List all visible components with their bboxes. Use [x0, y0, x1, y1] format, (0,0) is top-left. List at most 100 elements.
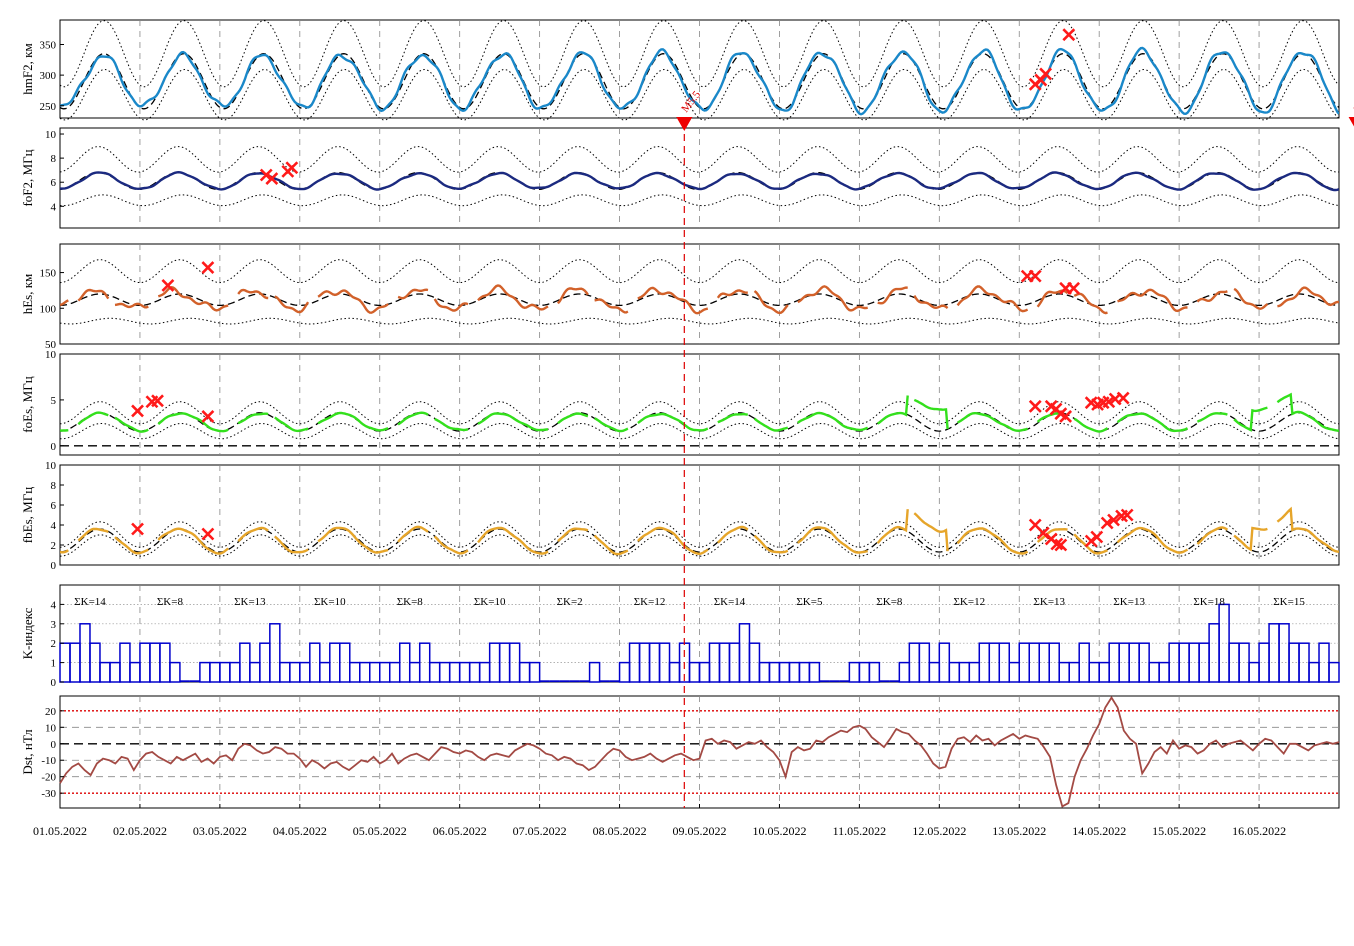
k-bar: [988, 642, 1001, 683]
y-tick-label: 0: [51, 441, 57, 453]
k-sum-label: ΣK=13: [1113, 596, 1145, 608]
anomaly-cross: [259, 168, 273, 182]
y-tick-label: 0: [51, 739, 57, 751]
anomaly-cross: [1039, 67, 1053, 81]
anomaly-cross: [1059, 410, 1073, 423]
anomaly-cross: [1120, 508, 1134, 522]
anomaly-cross: [201, 410, 215, 423]
k-bar: [1298, 642, 1310, 683]
y-axis-label: hmF2, км: [20, 43, 35, 94]
k-sum-label: ΣK=14: [74, 596, 106, 608]
k-bar: [1158, 661, 1170, 683]
y-tick-label: 5: [51, 395, 57, 407]
y-tick-label: 6: [51, 500, 57, 512]
k-bar: [1308, 661, 1320, 683]
k-bar: [508, 642, 521, 683]
y-tick-label: -10: [41, 755, 56, 767]
x-tick-label: 15.05.2022: [1152, 824, 1206, 838]
k-bar: [289, 661, 301, 683]
y-axis-label: hEs, км: [20, 274, 35, 315]
anomaly-cross: [1090, 530, 1104, 544]
y-tick-label: 0: [51, 677, 57, 689]
k-sum-label: ΣK=10: [474, 596, 506, 608]
k-bar: [1098, 661, 1110, 683]
k-bar: [798, 661, 811, 683]
k-sum-label: ΣK=15: [1273, 596, 1305, 608]
k-bar: [808, 661, 821, 683]
anomaly-cross: [1067, 281, 1081, 295]
k-bar: [618, 661, 631, 683]
k-sum-label: ΣK=10: [314, 596, 346, 608]
x-tick-label: 01.05.2022: [33, 824, 87, 838]
k-bar: [408, 661, 421, 683]
k-bar: [448, 661, 461, 683]
k-sum-label: ΣK=2: [557, 596, 583, 608]
k-bar: [309, 642, 321, 683]
y-tick-label: 0: [51, 560, 57, 572]
k-bar: [259, 642, 271, 683]
k-bar: [79, 623, 91, 683]
k-sum-label: ΣK=13: [1033, 596, 1065, 608]
panel-foF2: [60, 146, 1339, 207]
k-bar: [329, 642, 341, 683]
k-bar: [1208, 623, 1220, 683]
k-bar: [698, 661, 711, 683]
k-bar: [458, 661, 471, 683]
k-bar: [1218, 603, 1230, 683]
k-bar: [388, 661, 401, 683]
k-bar: [758, 661, 771, 683]
y-tick-label: -20: [41, 772, 56, 784]
lower-bound-line: [60, 422, 1339, 440]
k-bar: [159, 642, 171, 683]
y-tick-label: 3: [51, 619, 57, 631]
earthquake-markers: M5.5 M6.2: [676, 89, 1354, 808]
x-tick-label: 05.05.2022: [353, 824, 407, 838]
observed-line-hmF2: [60, 46, 1339, 116]
y-tick-label: 10: [45, 722, 57, 734]
median-line: [60, 293, 1339, 307]
k-sum-label: ΣK=5: [796, 596, 823, 608]
dst-line: [59, 695, 1340, 808]
k-bar: [528, 661, 541, 683]
k-bar: [738, 623, 751, 683]
upper-bound-line: [60, 20, 1339, 88]
y-tick-label: 4: [51, 599, 57, 611]
x-tick-label: 04.05.2022: [273, 824, 327, 838]
k-bar: [1278, 623, 1290, 683]
y-axis-label: Dst, нТл: [20, 729, 35, 775]
y-tick-label: 20: [45, 706, 57, 718]
k-sum-label: ΣK=8: [876, 596, 903, 608]
k-bar: [398, 642, 411, 683]
k-bar: [279, 661, 291, 683]
y-tick-label: 10: [45, 460, 57, 472]
k-bar: [1008, 661, 1020, 683]
y-tick-label: 4: [51, 201, 57, 213]
k-bar: [1228, 642, 1240, 683]
anomaly-cross: [1100, 516, 1114, 530]
k-bar: [1198, 642, 1210, 683]
y-tick-label: 6: [51, 177, 57, 189]
k-bar: [958, 661, 971, 683]
x-tick-label: 14.05.2022: [1072, 824, 1126, 838]
x-tick-label: 12.05.2022: [912, 824, 966, 838]
observed-line-fbEs: [60, 506, 1339, 556]
anomaly-cross: [1107, 513, 1120, 527]
k-bar: [199, 661, 211, 683]
upper-bound-line: [60, 259, 1339, 284]
k-sum-label: ΣK=14: [714, 596, 746, 608]
y-tick-label: 8: [51, 153, 57, 165]
k-bar: [778, 661, 791, 683]
k-sum-label: ΣK=13: [234, 596, 266, 608]
k-sum-label: ΣK=18: [1193, 596, 1225, 608]
observed-line-hEs: [60, 284, 1339, 315]
k-sum-label: ΣK=12: [954, 596, 986, 608]
y-axis-label: fbEs, МГц: [20, 487, 35, 543]
x-tick-label: 06.05.2022: [433, 824, 487, 838]
k-bar: [229, 661, 241, 683]
k-bar: [1148, 661, 1160, 683]
anomaly-cross: [131, 522, 144, 536]
y-tick-label: 300: [40, 70, 57, 82]
k-bar: [209, 661, 221, 683]
k-bar: [918, 642, 931, 683]
